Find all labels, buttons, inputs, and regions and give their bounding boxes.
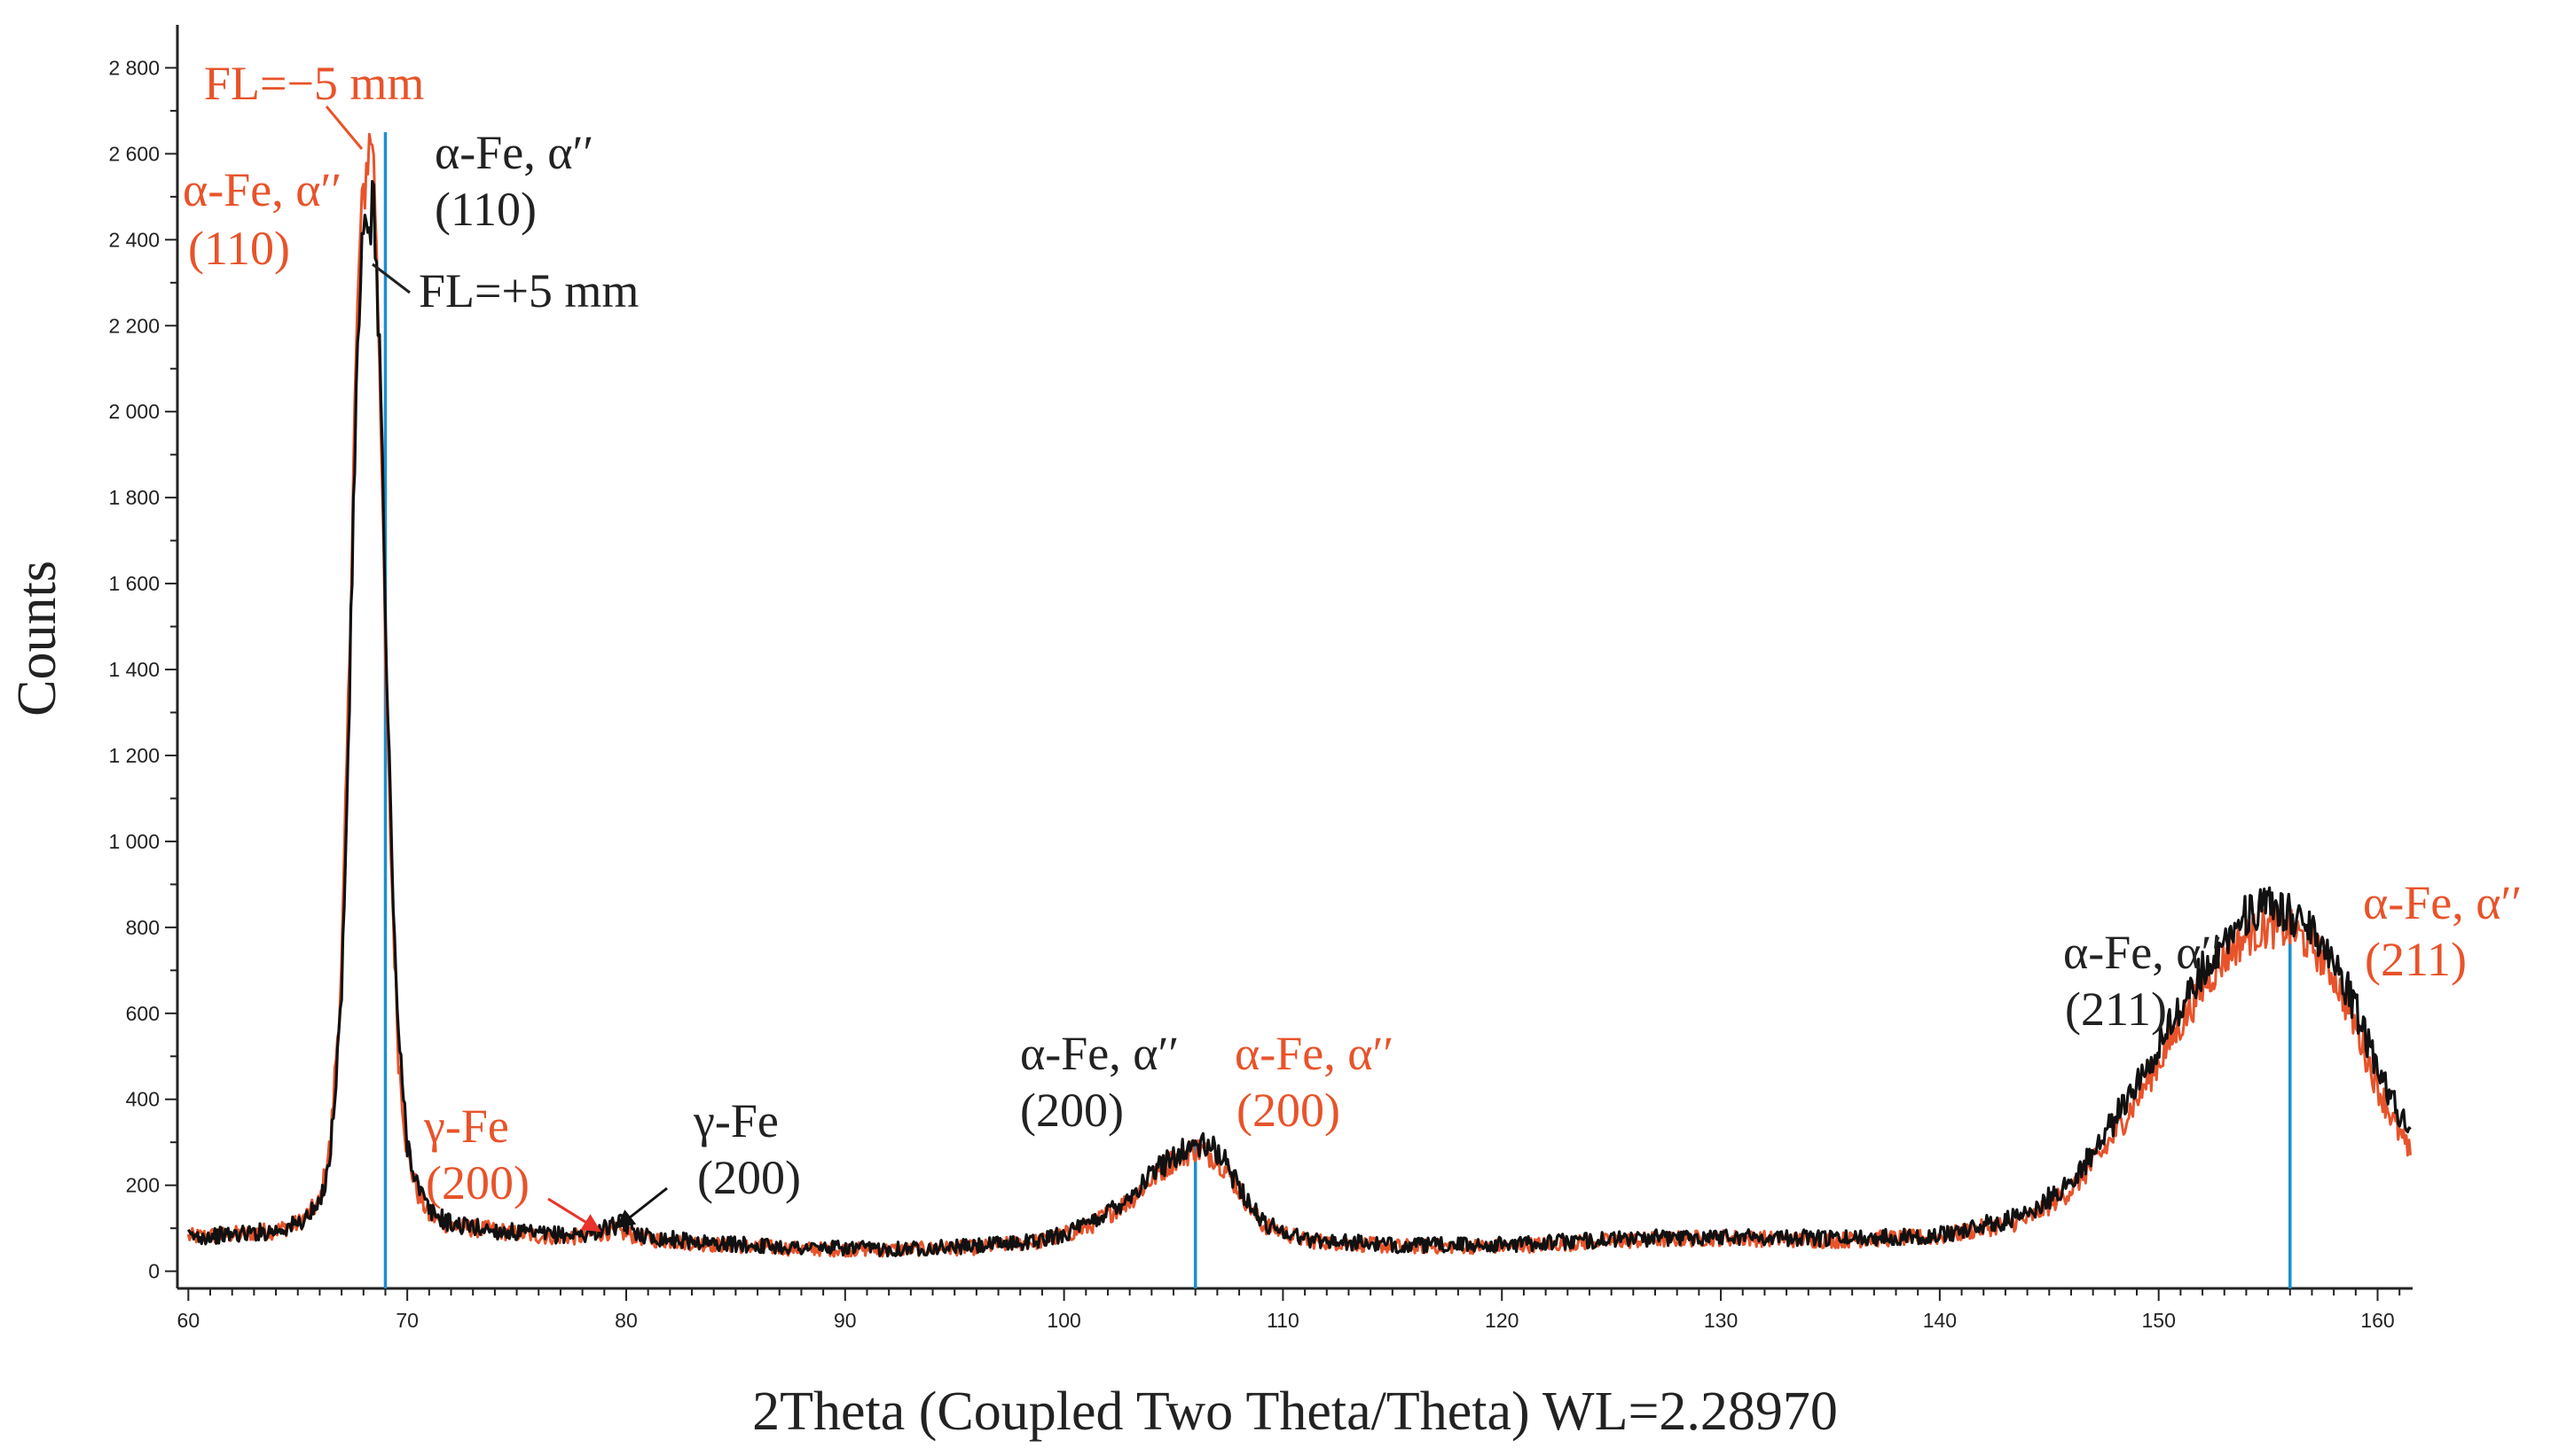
x-tick-label: 100 xyxy=(1047,1309,1080,1332)
y-tick-label: 2 600 xyxy=(108,142,160,165)
annotation-red-211-b: (211) xyxy=(2365,933,2467,986)
series-layer xyxy=(186,132,2412,1258)
y-tick-label: 2 200 xyxy=(108,314,160,337)
x-tick-label: 120 xyxy=(1485,1309,1519,1332)
x-tick-label: 60 xyxy=(177,1309,200,1332)
x-tick-label: 70 xyxy=(396,1309,419,1332)
y-tick-label: 1 600 xyxy=(108,572,160,595)
y-tick-label: 2 800 xyxy=(108,56,160,79)
x-tick-label: 140 xyxy=(1923,1309,1957,1332)
x-tick-label: 90 xyxy=(834,1309,857,1332)
red-gamma-arrow xyxy=(547,1197,601,1233)
annotation-fl-plus: FL=+5 mm xyxy=(419,264,639,317)
annotation-blk-gfe-b: (200) xyxy=(697,1151,801,1204)
x-tick-label: 130 xyxy=(1704,1309,1738,1332)
y-tick-label: 400 xyxy=(126,1088,160,1111)
annotation-blk-200-a: α-Fe, α′′ xyxy=(1020,1027,1179,1080)
x-tick-label: 110 xyxy=(1267,1309,1299,1332)
annotation-fl-minus: FL=−5 mm xyxy=(204,57,424,110)
annotation-red-200-b: (200) xyxy=(1236,1084,1340,1137)
annotation-blk-211-a: α-Fe, α′′ xyxy=(2063,926,2222,979)
black-gamma-arrow xyxy=(616,1186,668,1229)
annotation-red-200-a: α-Fe, α′′ xyxy=(1235,1027,1393,1080)
y-tick-label: 800 xyxy=(126,916,160,939)
y-tick-label: 200 xyxy=(126,1174,160,1197)
y-tick-label: 2 400 xyxy=(108,228,160,251)
annotation-red-110-b: (110) xyxy=(188,222,290,275)
annotation-blk-211-b: (211) xyxy=(2065,982,2167,1036)
x-axis-title: 2Theta (Coupled Two Theta/Theta) WL=2.28… xyxy=(752,1382,1838,1442)
y-tick-label: 1 400 xyxy=(108,658,160,681)
x-tick-label: 80 xyxy=(615,1309,638,1332)
annotation-arrows xyxy=(325,106,668,1233)
annotation-blk-110-a: α-Fe, α′′ xyxy=(435,126,593,179)
fl-plus-pointer xyxy=(372,262,411,294)
y-tick-label: 600 xyxy=(126,1002,160,1025)
annotation-blk-200-b: (200) xyxy=(1020,1084,1124,1137)
x-tick-label: 160 xyxy=(2360,1309,2394,1332)
y-axis-title: Counts xyxy=(7,560,67,716)
y-axis-ticks: 0 200 400 600 800 1 000 1 200 1 400 1 600 1 800 2 … xyxy=(108,56,177,1283)
x-axis-ticks: 60 70 80 90 100 110 120 130 140 150 160 xyxy=(177,1288,2401,1332)
y-tick-label: 1 800 xyxy=(108,486,160,509)
y-tick-label: 1 200 xyxy=(108,744,160,767)
annotations: FL=−5 mmα-Fe, α′′(110)α-Fe, α′′(110)FL=+… xyxy=(183,57,2522,1209)
annotation-red-211-a: α-Fe, α′′ xyxy=(2363,876,2522,929)
x-tick-label: 150 xyxy=(2142,1309,2176,1332)
plot-area: 0 200 400 600 800 1 000 1 200 1 400 1 600 1 800 2 … xyxy=(108,25,2522,1332)
annotation-red-gfe-b: (200) xyxy=(426,1156,530,1209)
y-tick-label: 0 xyxy=(148,1260,160,1283)
fl-minus-pointer xyxy=(325,106,364,150)
y-tick-label: 1 000 xyxy=(108,830,160,853)
annotation-blk-110-b: (110) xyxy=(435,183,537,236)
annotation-red-110-a: α-Fe, α′′ xyxy=(183,163,341,216)
y-tick-label: 2 000 xyxy=(108,400,160,423)
annotation-red-gfe-a: γ-Fe xyxy=(423,1100,509,1153)
series-line-fl-plus xyxy=(186,180,2412,1258)
annotation-blk-gfe-a: γ-Fe xyxy=(693,1094,779,1147)
